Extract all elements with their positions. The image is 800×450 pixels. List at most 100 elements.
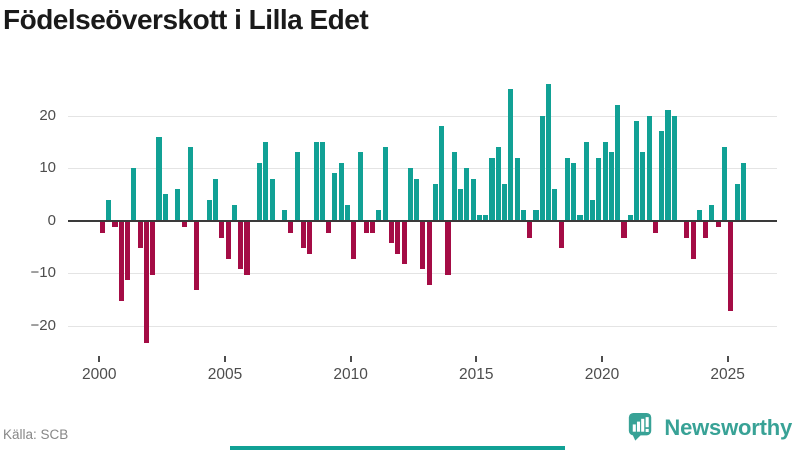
bar <box>546 84 552 221</box>
bar <box>231 204 237 221</box>
x-tick <box>600 356 603 362</box>
x-tick <box>223 356 226 362</box>
gridline <box>68 273 777 275</box>
bar <box>432 183 439 221</box>
bar <box>282 210 288 221</box>
bar <box>445 222 451 275</box>
bar <box>621 222 627 238</box>
bar <box>571 162 577 221</box>
y-tick-label: 20 <box>39 106 56 124</box>
bar <box>395 222 401 254</box>
bar <box>288 222 294 233</box>
bar <box>401 222 407 264</box>
bar <box>514 157 520 221</box>
bar <box>458 189 464 221</box>
bar <box>646 115 652 221</box>
bar <box>665 110 671 221</box>
bar <box>181 222 187 228</box>
x-tick-label: 2000 <box>82 366 117 383</box>
bar <box>696 210 702 221</box>
bar <box>238 222 244 270</box>
bar <box>508 89 514 221</box>
x-tick-label: 2020 <box>584 366 620 383</box>
gridline <box>68 168 777 170</box>
bar <box>256 162 263 221</box>
bar <box>728 222 734 312</box>
bar <box>558 222 564 249</box>
bar <box>244 222 250 275</box>
bar <box>99 222 105 233</box>
bar <box>527 222 533 238</box>
bar <box>439 126 445 221</box>
bar <box>162 194 168 221</box>
bar <box>552 189 558 221</box>
gridline <box>68 115 777 117</box>
bar <box>734 183 740 221</box>
bar <box>370 222 376 233</box>
x-tick <box>475 356 478 362</box>
bar <box>520 210 526 221</box>
bar <box>577 215 583 221</box>
bar <box>344 204 351 221</box>
bar <box>615 105 621 221</box>
bar <box>175 189 181 221</box>
bar <box>564 157 570 221</box>
bar <box>269 178 275 221</box>
x-tick-label: 2015 <box>459 366 494 383</box>
bar <box>219 222 225 238</box>
bar <box>464 168 470 221</box>
gridline <box>68 325 777 327</box>
bar <box>633 120 640 221</box>
bar <box>332 173 338 221</box>
bar <box>671 115 677 221</box>
y-tick-label: −10 <box>30 264 56 282</box>
x-tick <box>349 356 352 362</box>
bar <box>489 157 495 221</box>
bar <box>125 222 131 280</box>
bar <box>608 152 614 221</box>
bar <box>652 222 658 233</box>
bar <box>338 162 344 221</box>
y-tick-label: −20 <box>30 316 56 334</box>
newsworthy-wordmark: Newsworthy <box>664 414 792 440</box>
bar <box>319 141 325 221</box>
bar <box>703 222 709 238</box>
bar <box>502 183 508 221</box>
chart-title: Födelseöverskott i Lilla Edet <box>3 4 369 35</box>
y-tick-label: 0 <box>47 211 56 229</box>
bar <box>206 199 212 221</box>
bar <box>357 152 363 221</box>
newsworthy-bubble-icon <box>629 412 652 441</box>
bar <box>659 131 665 221</box>
bar <box>407 168 413 221</box>
bar <box>596 157 602 221</box>
bar <box>388 222 395 243</box>
bar <box>313 141 319 221</box>
bar <box>640 152 646 221</box>
bar <box>583 141 589 221</box>
bar <box>131 168 137 221</box>
bar <box>351 222 357 259</box>
x-tick-label: 2005 <box>207 366 243 383</box>
bar <box>470 178 476 221</box>
bar <box>602 141 608 221</box>
x-tick-label: 2025 <box>710 366 745 383</box>
mini-bar-chart-glyph <box>633 417 650 432</box>
bar <box>533 210 539 221</box>
bar <box>483 215 489 221</box>
bar <box>363 222 369 233</box>
bar <box>213 178 219 221</box>
bar <box>307 222 313 254</box>
bar <box>740 162 746 221</box>
bar <box>225 222 231 259</box>
bar <box>451 152 457 221</box>
bar <box>495 147 501 221</box>
bottom-accent-bar <box>230 446 565 450</box>
y-tick-label: 10 <box>39 159 56 177</box>
bar <box>194 222 200 291</box>
bar <box>721 147 728 221</box>
bar <box>137 222 143 249</box>
bar <box>426 222 432 285</box>
newsworthy-logo-link[interactable]: Newsworthy <box>628 412 792 443</box>
bar <box>300 222 307 249</box>
